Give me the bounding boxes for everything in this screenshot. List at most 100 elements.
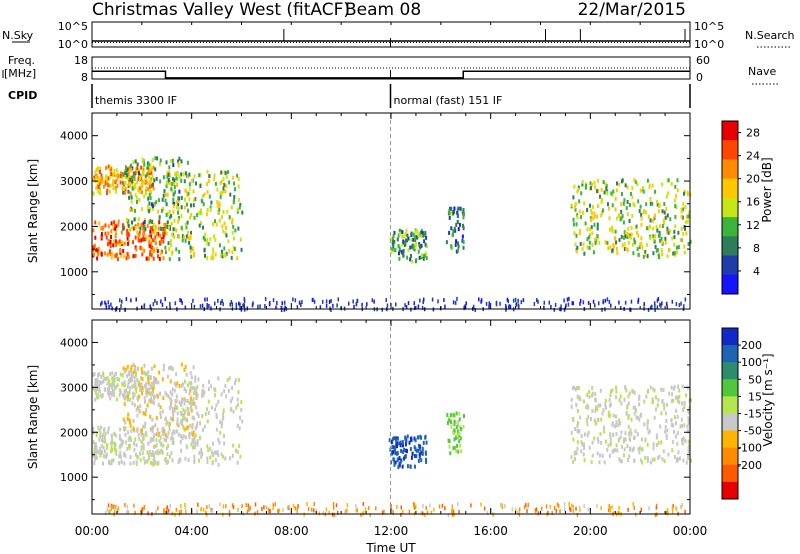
nave-label: Nave (748, 65, 776, 78)
data-cell (627, 414, 630, 419)
data-cell (576, 215, 579, 220)
data-cell (512, 298, 515, 303)
data-cell (173, 388, 176, 393)
data-cell (681, 384, 684, 389)
data-cell (206, 169, 209, 174)
data-cell (148, 398, 151, 403)
data-cell (386, 303, 389, 308)
data-cell (577, 420, 580, 425)
data-cell (116, 240, 119, 245)
data-cell (686, 429, 689, 434)
data-cell (162, 256, 165, 261)
data-cell (608, 504, 611, 509)
data-cell (153, 248, 156, 253)
data-cell (559, 509, 561, 514)
data-cell (92, 440, 95, 445)
data-cell (218, 203, 221, 208)
data-cell (118, 377, 121, 382)
data-cell (195, 405, 198, 410)
data-cell (462, 223, 465, 228)
data-cell (636, 415, 639, 420)
data-cell (634, 429, 637, 434)
data-cell (175, 507, 178, 512)
data-cell (153, 381, 156, 386)
data-cell (189, 371, 192, 376)
data-cell (153, 378, 156, 383)
data-cell (171, 366, 174, 371)
data-cell (176, 171, 179, 176)
data-cell (352, 299, 354, 304)
data-cell (192, 391, 195, 396)
data-cell (112, 504, 114, 509)
data-cell (138, 197, 141, 202)
data-cell (580, 434, 583, 439)
data-cell (122, 249, 125, 254)
data-cell (404, 303, 406, 308)
data-cell (624, 431, 627, 436)
data-cell (419, 298, 421, 303)
data-cell (655, 435, 658, 440)
data-cell (572, 217, 575, 222)
data-cell (152, 302, 155, 307)
data-cell (98, 437, 101, 442)
data-cell (576, 424, 579, 429)
data-cell (150, 202, 153, 207)
data-cell (480, 502, 482, 507)
data-cell (184, 238, 187, 243)
data-cell (393, 239, 396, 244)
data-cell (131, 225, 134, 230)
data-cell (136, 166, 139, 171)
data-cell (124, 453, 127, 458)
data-cell (165, 438, 168, 443)
data-cell (591, 182, 594, 187)
data-cell (593, 222, 596, 227)
data-cell (111, 392, 114, 397)
data-cell (152, 206, 155, 211)
data-cell (189, 249, 192, 254)
data-cell (191, 415, 194, 420)
data-cell (107, 231, 110, 236)
data-cell (190, 212, 193, 217)
colorbar-swatch (722, 255, 738, 276)
velocity-colorbar-label: Velocity [m s⁻¹] (761, 353, 775, 446)
data-cell (633, 237, 636, 242)
data-cell (243, 299, 246, 304)
data-cell (403, 243, 406, 248)
data-cell (620, 444, 623, 449)
y-tick-label: 2000 (60, 426, 88, 439)
data-cell (116, 383, 119, 388)
data-cell (92, 372, 95, 377)
data-cell (127, 430, 130, 435)
data-cell (239, 415, 242, 420)
data-cell (627, 240, 630, 245)
data-cell (102, 433, 105, 438)
data-cell (181, 300, 183, 305)
data-cell (112, 458, 115, 463)
data-cell (277, 509, 279, 514)
data-cell (230, 220, 233, 225)
data-cell (131, 175, 134, 180)
data-cell (582, 242, 585, 247)
data-cell (671, 448, 674, 453)
data-cell (629, 437, 632, 442)
data-cell (588, 245, 591, 250)
data-cell (633, 435, 636, 440)
data-cell (448, 439, 451, 444)
data-cell (151, 437, 154, 442)
data-cell (110, 302, 112, 307)
data-cell (325, 303, 328, 308)
data-cell (114, 226, 117, 231)
data-cell (104, 251, 107, 256)
data-cell (119, 298, 121, 303)
data-cell (404, 454, 407, 459)
data-cell (232, 224, 235, 229)
data-cell (663, 202, 666, 207)
data-cell (666, 254, 669, 259)
data-cell (181, 234, 184, 239)
data-cell (609, 508, 612, 513)
data-cell (288, 504, 290, 509)
data-cell (667, 452, 670, 457)
y-tick-label: 1000 (60, 266, 88, 279)
data-cell (217, 376, 220, 381)
data-cell (176, 429, 179, 434)
